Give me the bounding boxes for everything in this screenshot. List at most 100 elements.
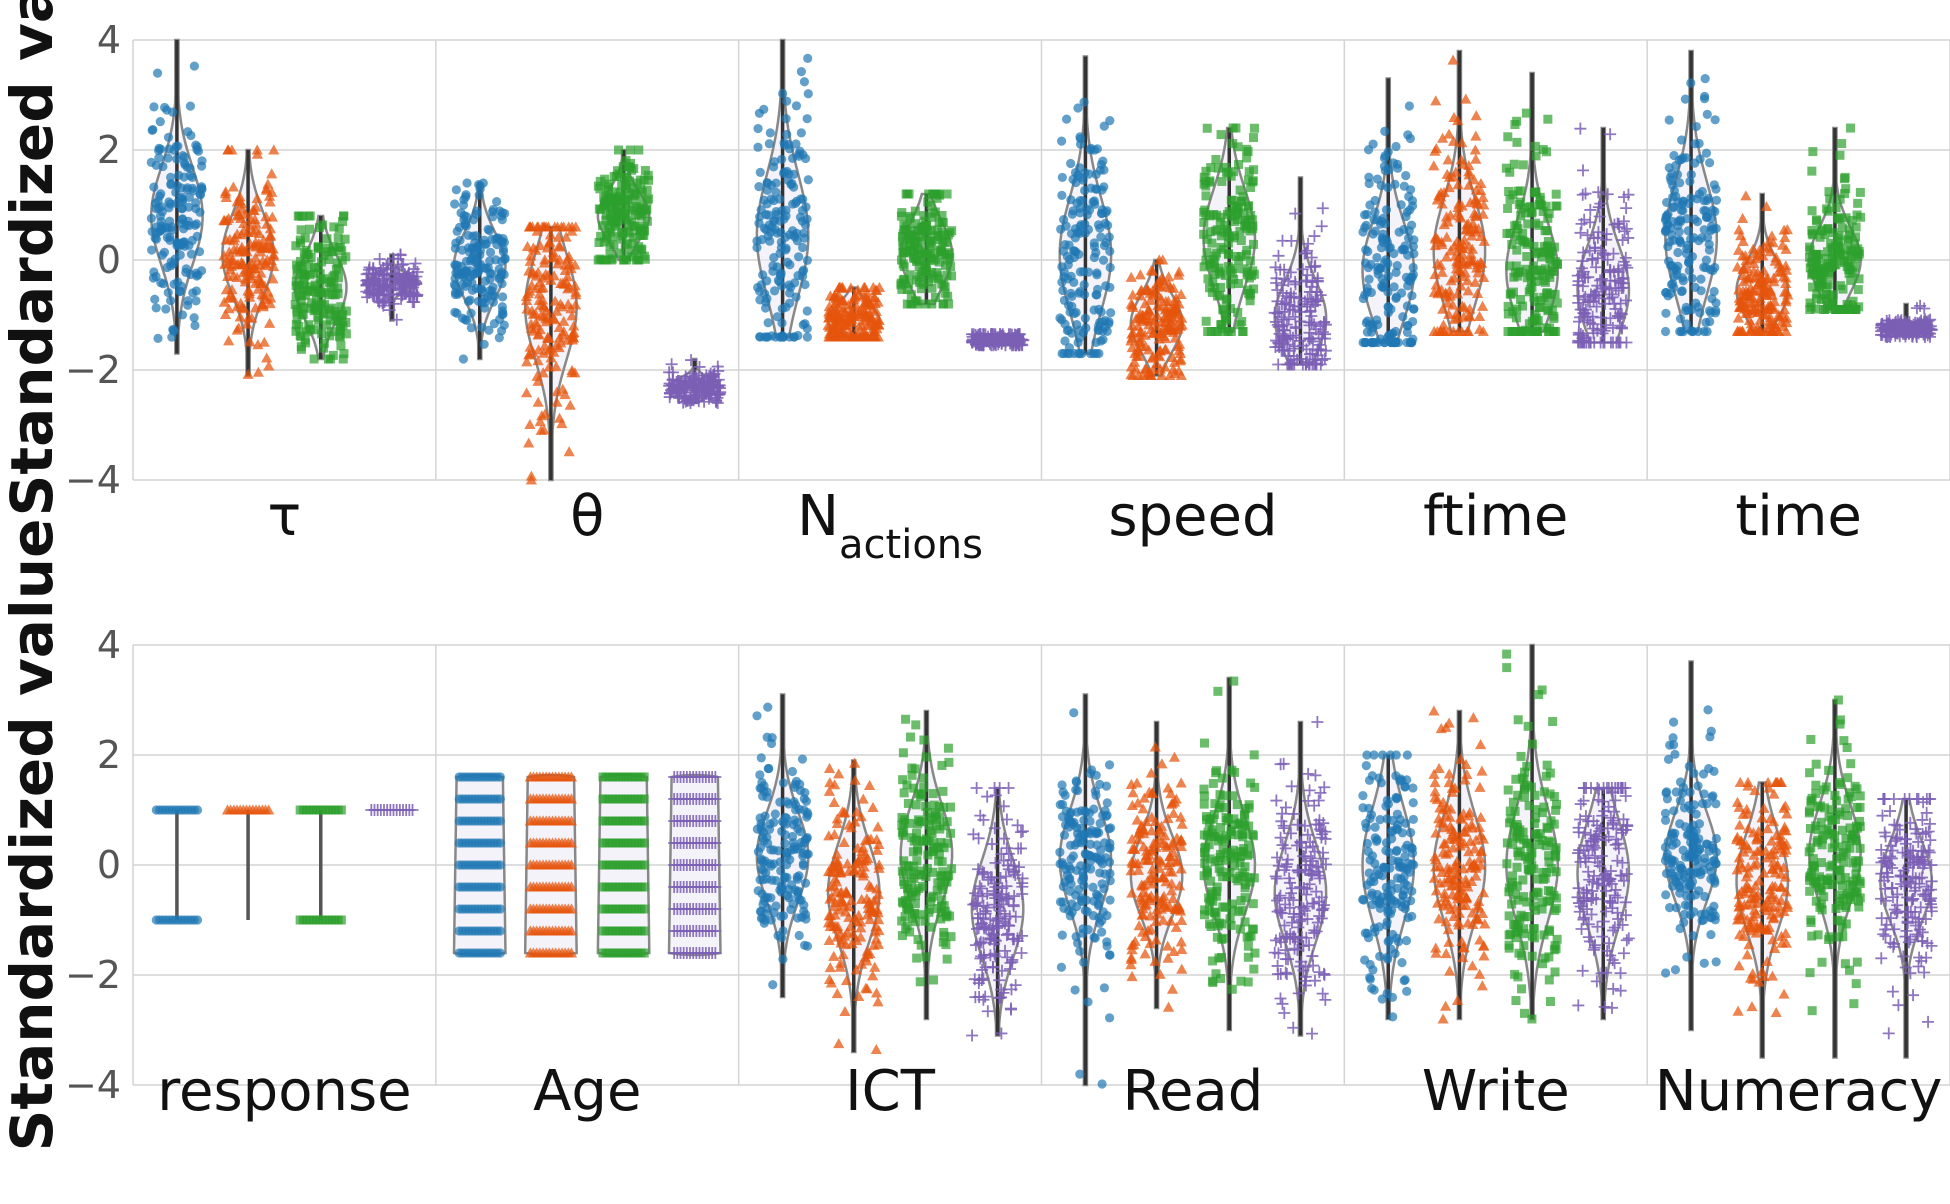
data-point (849, 757, 861, 768)
data-point (538, 347, 550, 358)
data-point (1244, 167, 1254, 177)
data-point (802, 807, 812, 818)
data-point (914, 262, 924, 272)
data-point (296, 342, 306, 352)
data-point (1065, 254, 1075, 265)
data-point (1220, 313, 1230, 323)
group-1 (1660, 49, 1722, 337)
data-point (634, 145, 644, 155)
data-point (190, 320, 200, 331)
data-point (709, 793, 722, 805)
data-point (223, 303, 235, 314)
data-point (1831, 203, 1841, 213)
data-point (845, 329, 857, 340)
data-point (625, 228, 635, 238)
data-point (458, 354, 468, 364)
data-point (1516, 186, 1526, 196)
data-point (1126, 332, 1138, 343)
data-point (1203, 274, 1213, 284)
data-point (187, 235, 197, 246)
data-point (532, 344, 545, 355)
data-point (768, 261, 778, 271)
data-point (228, 235, 240, 246)
data-point (1159, 332, 1171, 344)
data-point (905, 230, 915, 240)
data-point (802, 332, 812, 342)
data-point (1835, 281, 1845, 291)
data-point (266, 211, 278, 222)
data-point (1089, 238, 1099, 248)
data-point (1127, 327, 1139, 338)
data-point (920, 228, 930, 238)
data-point (1531, 277, 1541, 287)
data-point (228, 244, 240, 255)
data-point (755, 332, 765, 342)
data-point (296, 225, 306, 235)
data-point (1407, 201, 1418, 211)
data-point (1201, 166, 1211, 176)
data-point (606, 194, 616, 204)
data-point (1127, 289, 1139, 300)
data-point (845, 305, 857, 316)
data-point (790, 782, 800, 792)
data-point (1364, 320, 1375, 330)
data-point (803, 53, 813, 63)
data-point (1476, 300, 1489, 311)
data-point (1170, 292, 1182, 303)
data-point (150, 294, 160, 304)
data-point (191, 296, 201, 306)
category-2: Nactions (752, 38, 1030, 568)
data-point (565, 903, 578, 914)
data-point (793, 330, 803, 341)
data-point (1584, 216, 1597, 229)
data-point (615, 248, 625, 258)
data-point (627, 238, 637, 248)
data-point (1616, 272, 1629, 285)
data-point (1237, 196, 1247, 206)
data-point (1469, 144, 1481, 155)
data-point (1275, 279, 1288, 292)
data-point (257, 299, 269, 310)
data-point (1362, 287, 1372, 297)
data-point (311, 295, 321, 305)
data-point (1072, 319, 1082, 330)
data-point (755, 813, 765, 823)
data-point (1175, 353, 1187, 365)
data-point (460, 281, 471, 291)
data-point (314, 315, 324, 325)
data-point (467, 254, 477, 264)
data-point (1278, 273, 1291, 286)
data-point (1235, 226, 1245, 236)
data-point (1278, 305, 1291, 318)
data-point (1447, 54, 1459, 65)
data-point (1741, 262, 1754, 274)
data-point (388, 267, 401, 280)
data-point (1201, 191, 1211, 201)
data-point (644, 194, 654, 204)
data-point (1305, 280, 1318, 293)
data-point (1061, 221, 1071, 231)
data-point (333, 289, 343, 299)
data-point (911, 219, 921, 229)
data-point (1551, 201, 1561, 211)
data-point (1534, 220, 1544, 230)
data-point (1743, 314, 1756, 326)
data-point (1210, 283, 1220, 293)
data-point (321, 243, 331, 253)
data-point (834, 322, 846, 333)
data-point (605, 250, 615, 260)
data-point (762, 792, 772, 802)
data-point (639, 794, 649, 804)
data-point (497, 208, 507, 218)
data-point (1475, 230, 1487, 241)
y-tick-label: −2 (65, 953, 121, 997)
data-point (639, 838, 649, 848)
data-point (558, 221, 570, 232)
group-1 (146, 38, 207, 355)
data-point (258, 336, 270, 347)
data-point (1242, 153, 1252, 163)
data-point (452, 226, 462, 236)
data-point (595, 184, 605, 194)
data-point (802, 849, 812, 859)
data-point (1680, 94, 1690, 104)
